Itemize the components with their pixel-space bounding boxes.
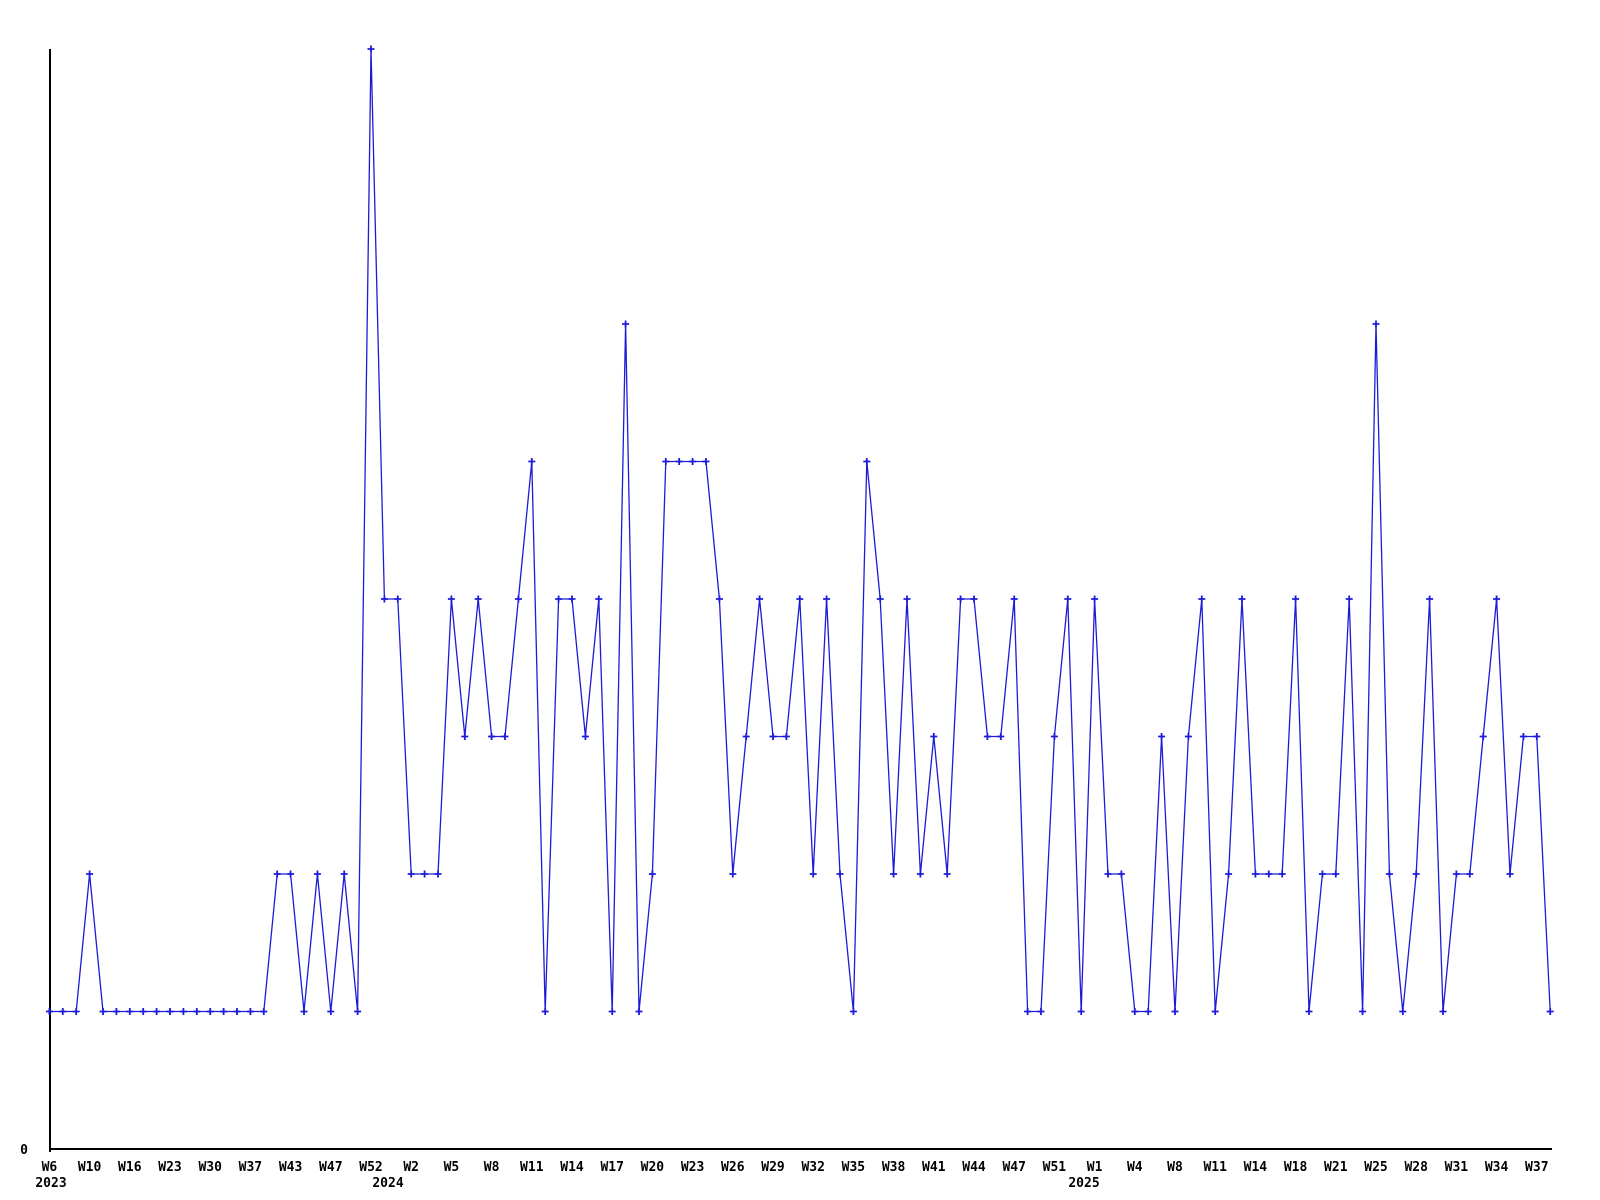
x-tick-label: W16 bbox=[118, 1160, 142, 1175]
x-tick-label: W18 bbox=[1284, 1160, 1308, 1175]
x-tick-label: W20 bbox=[641, 1160, 665, 1175]
x-tick-label: W17 bbox=[600, 1160, 623, 1175]
x-tick-label: W29 bbox=[761, 1160, 784, 1175]
x-tick-label: W43 bbox=[279, 1160, 302, 1175]
x-tick-label: W11 bbox=[1203, 1160, 1227, 1175]
x-tick-label: W26 bbox=[721, 1160, 745, 1175]
x-tick-label: W10 bbox=[78, 1160, 102, 1175]
x-tick-label: W11 bbox=[520, 1160, 544, 1175]
x-tick-label: W32 bbox=[801, 1160, 824, 1175]
x-tick-label: W14 bbox=[1244, 1160, 1268, 1175]
x-tick-label: W4 bbox=[1127, 1160, 1143, 1175]
x-tick-label: W14 bbox=[560, 1160, 584, 1175]
x-tick-label: W6 bbox=[42, 1160, 58, 1175]
x-tick-label: W5 bbox=[444, 1160, 460, 1175]
x-tick-label: W37 bbox=[239, 1160, 262, 1175]
data-point-markers bbox=[45, 45, 1554, 1015]
x-tick-label: W2 bbox=[403, 1160, 419, 1175]
x-tick-label: W47 bbox=[319, 1160, 342, 1175]
x-tick-label: W47 bbox=[1002, 1160, 1025, 1175]
x-tick-label: W8 bbox=[484, 1160, 500, 1175]
year-label: 2023 bbox=[35, 1176, 66, 1191]
y-axis-label-0: 0 bbox=[20, 1143, 28, 1158]
x-tick-label: W52 bbox=[359, 1160, 382, 1175]
year-label: 2025 bbox=[1068, 1176, 1099, 1191]
data-line bbox=[49, 48, 1551, 1013]
x-tick-label: W38 bbox=[882, 1160, 906, 1175]
x-tick-label: W31 bbox=[1445, 1160, 1469, 1175]
x-tick-label: W37 bbox=[1525, 1160, 1548, 1175]
x-tick-label: W41 bbox=[922, 1160, 946, 1175]
x-tick-label: W23 bbox=[681, 1160, 704, 1175]
x-tick-label: W30 bbox=[198, 1160, 222, 1175]
year-label: 2024 bbox=[372, 1176, 403, 1191]
x-tick-label: W28 bbox=[1404, 1160, 1428, 1175]
x-tick-label: W21 bbox=[1324, 1160, 1348, 1175]
x-tick-label: W25 bbox=[1364, 1160, 1387, 1175]
x-tick-label: W34 bbox=[1485, 1160, 1509, 1175]
x-tick-label: W35 bbox=[842, 1160, 865, 1175]
x-tick-label: W23 bbox=[158, 1160, 181, 1175]
x-tick-label: W1 bbox=[1087, 1160, 1103, 1175]
x-tick-label: W44 bbox=[962, 1160, 986, 1175]
x-tick-label: W51 bbox=[1043, 1160, 1067, 1175]
x-tick-label: W8 bbox=[1167, 1160, 1183, 1175]
